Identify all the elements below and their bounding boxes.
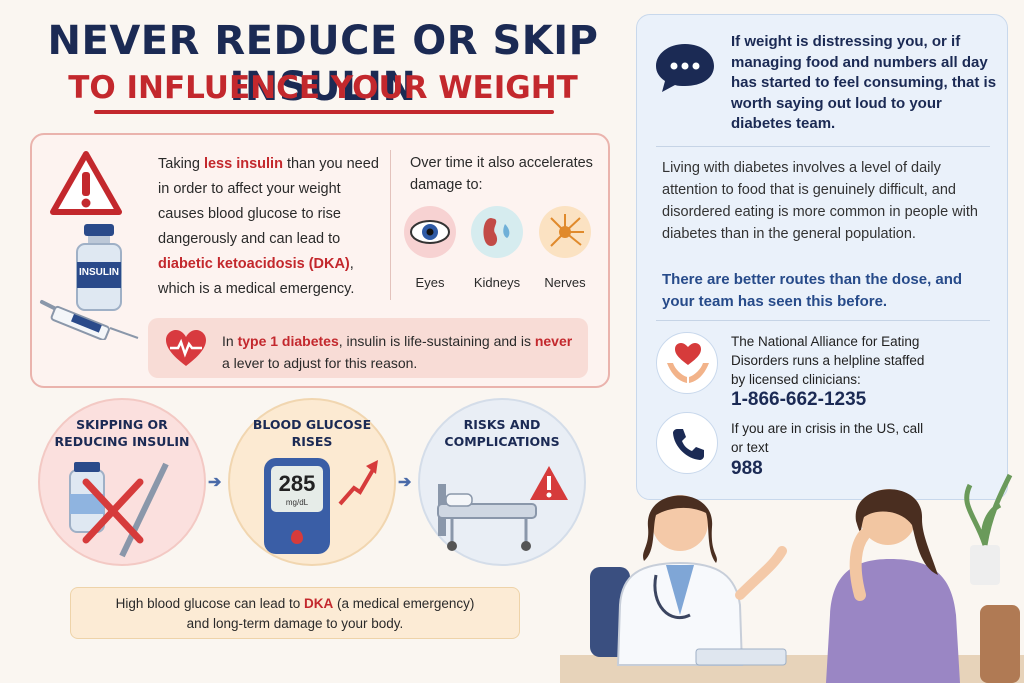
hospital-bed-icon xyxy=(437,484,537,551)
warning-text: Taking less insulin than you need in ord… xyxy=(158,156,379,297)
title-underline xyxy=(94,110,554,114)
warning-triangle-icon xyxy=(50,151,122,215)
step-skipping-circle xyxy=(38,398,206,566)
glucose-meter: 285 mg/dL xyxy=(264,458,330,554)
support-divider-1 xyxy=(656,146,990,147)
step-skipping-label: SKIPPING OR REDUCING INSULIN xyxy=(54,417,190,449)
support-emphasis: There are better routes than the dose, a… xyxy=(662,271,963,310)
heart-pulse-icon xyxy=(166,330,206,366)
step-glucose-label: BLOOD GLUCOSE RISES xyxy=(252,417,372,449)
vial-label: INSULIN xyxy=(79,267,119,278)
crossed-insulin-icon xyxy=(69,462,169,558)
kidney-icon xyxy=(471,206,523,258)
helpline-icon xyxy=(656,332,718,394)
step-risks-circle xyxy=(418,398,586,566)
type1-note-box xyxy=(148,318,588,378)
step-risks-label: RISKS AND COMPLICATIONS xyxy=(444,417,560,449)
glucose-meter-value: 285 xyxy=(278,471,316,496)
step-arrow-2: ➔ xyxy=(398,474,412,491)
glucose-meter-unit: mg/dL xyxy=(285,498,309,507)
support-heading: If weight is distressing you, or if mana… xyxy=(731,33,997,132)
rising-arrow-icon xyxy=(338,460,378,506)
warning-divider xyxy=(390,150,391,300)
organ-label-eyes: Eyes xyxy=(415,275,445,290)
helpline-phone[interactable]: 1-866-662-1235 xyxy=(731,389,867,410)
organ-label-kidneys: Kidneys xyxy=(473,275,521,290)
eye-icon xyxy=(404,206,456,258)
consultation-illustration xyxy=(560,473,1024,683)
speech-bubble-icon xyxy=(656,44,714,92)
support-divider-2 xyxy=(656,320,990,321)
page-title: NEVER REDUCE OR SKIP INSULIN xyxy=(47,18,599,110)
crisis-phone[interactable]: 988 xyxy=(731,458,763,479)
organ-label-nerves: Nerves xyxy=(544,275,586,290)
insulin-vial-icon xyxy=(76,224,122,311)
bottom-note: High blood glucose can lead to DKA (a me… xyxy=(70,587,520,639)
nerves-icon xyxy=(539,206,591,258)
over-time-text: Over time it also accelerates damage to: xyxy=(410,155,593,193)
blood-drop-icon xyxy=(291,530,303,544)
type1-note-text: In type 1 diabetes, insulin is life-sust… xyxy=(222,333,573,371)
page-subtitle: TO INFLUENCE YOUR WEIGHT xyxy=(68,70,578,106)
risk-warning-icon xyxy=(530,466,568,500)
phone-icon xyxy=(656,412,718,474)
crisis-text: If you are in crisis in the US, call or … xyxy=(731,421,924,455)
support-body: Living with diabetes involves a level of… xyxy=(662,160,978,242)
syringe-icon xyxy=(40,300,139,340)
step-arrow-1: ➔ xyxy=(208,474,222,491)
helpline-text: The National Alliance for Eating Disorde… xyxy=(731,334,925,387)
